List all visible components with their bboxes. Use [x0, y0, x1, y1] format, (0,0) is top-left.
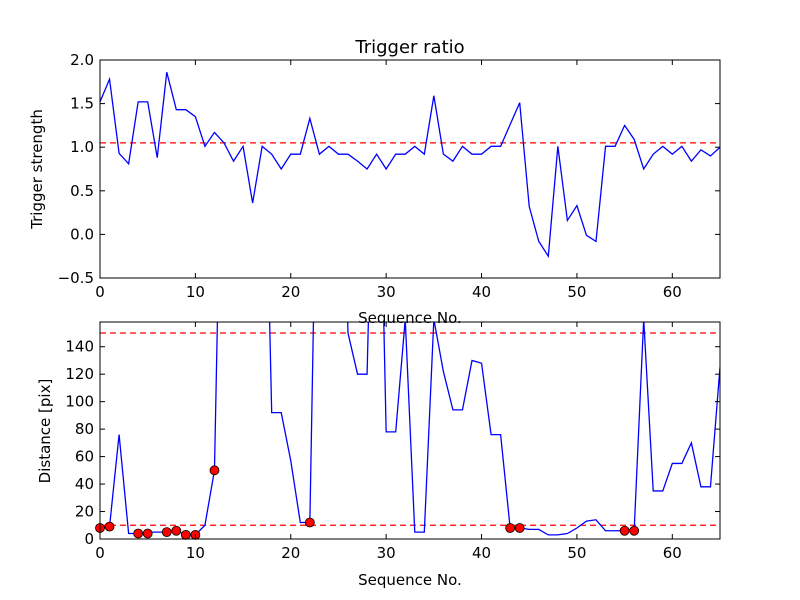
bottom-marker-point	[629, 525, 640, 536]
top-y-tick-label: 0.5	[70, 182, 94, 200]
top-axes-frame	[99, 59, 721, 279]
bottom-marker-point	[619, 525, 630, 536]
top-series-line-0	[100, 72, 720, 259]
top-plot-area: 0 10 20 30 40 50 60 −0.5 0.0 0.5 1.0 1.5 2.0	[58, 51, 721, 301]
top-x-tick-label: 50	[567, 283, 586, 301]
bottom-x-tick-label: 20	[281, 544, 300, 562]
top-x-tick-label: 60	[663, 283, 682, 301]
bottom-marker-point	[505, 523, 516, 533]
bottom-y-tick-label: 60	[75, 448, 94, 466]
bottom-y-tick-label: 140	[65, 338, 94, 356]
bottom-x-axis-label: Sequence No.	[358, 571, 462, 589]
top-y-axis-label: Trigger strength	[28, 109, 46, 230]
bottom-marker-point	[142, 528, 153, 539]
bottom-marker-point	[104, 521, 115, 532]
bottom-y-tick-label: 20	[75, 503, 94, 521]
bottom-plot-area: 0 10 20 30 40 50 60 0 20 40 60 80 100 120 140	[65, 321, 721, 562]
top-y-tick-label: 2.0	[70, 51, 94, 69]
bottom-x-tick-label: 30	[377, 544, 396, 562]
bottom-series-line-0	[100, 322, 720, 536]
bottom-marker-point	[180, 529, 191, 540]
bottom-axes-frame	[99, 321, 721, 540]
bottom-y-tick-label: 100	[65, 393, 94, 411]
top-x-tick-label: 0	[95, 283, 105, 301]
bottom-marker-point	[514, 523, 525, 533]
bottom-x-tick-label: 40	[472, 544, 491, 562]
bottom-marker-point	[209, 465, 220, 476]
top-x-tick-label: 20	[281, 283, 300, 301]
top-x-tick-label: 10	[186, 283, 205, 301]
bottom-x-tick-label: 60	[663, 544, 682, 562]
bottom-x-tick-label: 10	[186, 544, 205, 562]
bottom-marker-point	[304, 517, 315, 528]
bottom-y-tick-label: 80	[75, 420, 94, 438]
top-y-tick-label: 0.0	[70, 225, 94, 243]
bottom-x-tick-label: 50	[567, 544, 586, 562]
bottom-y-axis-label: Distance [pix]	[36, 379, 54, 484]
bottom-y-tick-label: 120	[65, 365, 94, 383]
bottom-y-tick-label: 0	[84, 530, 94, 548]
bottom-marker-point	[161, 527, 172, 538]
top-y-tick-label: −0.5	[58, 269, 94, 287]
bottom-marker-point	[133, 528, 144, 539]
top-y-tick-label: 1.0	[70, 138, 94, 156]
bottom-x-tick-label: 0	[95, 544, 105, 562]
top-x-axis-label: Sequence No.	[358, 309, 462, 327]
top-x-tick-label: 40	[472, 283, 491, 301]
bottom-marker-point	[171, 525, 182, 536]
top-x-tick-label: 30	[377, 283, 396, 301]
chart-title: Trigger ratio	[354, 37, 464, 58]
bottom-y-tick-label: 40	[75, 475, 94, 493]
top-y-tick-label: 1.5	[70, 95, 94, 113]
